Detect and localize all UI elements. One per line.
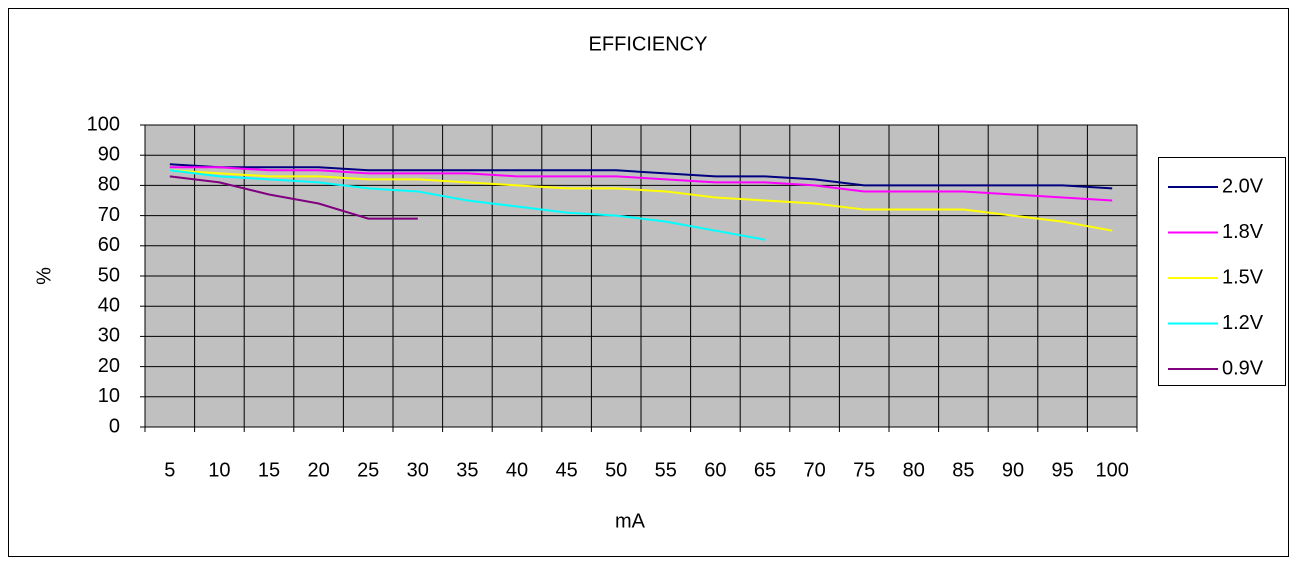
x-tick-label: 25 bbox=[357, 459, 379, 481]
x-tick-label: 15 bbox=[258, 459, 280, 481]
x-tick-label: 50 bbox=[605, 459, 627, 481]
x-tick-label: 75 bbox=[853, 459, 875, 481]
series-line bbox=[169, 175, 418, 220]
x-tick-label: 95 bbox=[1051, 459, 1073, 481]
series-line bbox=[169, 163, 1113, 190]
y-tick-label: 70 bbox=[98, 204, 120, 226]
x-tick-label: 60 bbox=[704, 459, 726, 481]
x-tick-label: 45 bbox=[555, 459, 577, 481]
series-line bbox=[169, 169, 1113, 232]
y-tick-label: 100 bbox=[87, 113, 120, 135]
chart-title: EFFICIENCY bbox=[589, 33, 708, 55]
x-tick-label: 80 bbox=[903, 459, 925, 481]
x-tick-label: 35 bbox=[456, 459, 478, 481]
series-line bbox=[169, 169, 766, 241]
y-tick-label: 50 bbox=[98, 264, 120, 286]
x-tick-label: 40 bbox=[506, 459, 528, 481]
legend-label: 2.0V bbox=[1222, 175, 1264, 197]
x-tick-label: 20 bbox=[307, 459, 329, 481]
y-tick-label: 0 bbox=[109, 415, 120, 437]
x-axis-label: mA bbox=[615, 510, 646, 532]
legend-label: 1.5V bbox=[1222, 266, 1264, 288]
x-tick-label: 65 bbox=[754, 459, 776, 481]
legend-label: 0.9V bbox=[1222, 357, 1264, 379]
series-line bbox=[169, 166, 1113, 202]
y-tick-label: 60 bbox=[98, 234, 120, 256]
x-tick-label: 70 bbox=[803, 459, 825, 481]
y-tick-label: 80 bbox=[98, 174, 120, 196]
x-tick-label: 85 bbox=[952, 459, 974, 481]
legend bbox=[1158, 157, 1286, 386]
legend-label: 1.8V bbox=[1222, 221, 1264, 243]
x-tick-label: 90 bbox=[1002, 459, 1024, 481]
x-tick-label: 30 bbox=[407, 459, 429, 481]
y-axis-label: % bbox=[33, 267, 55, 285]
y-tick-label: 20 bbox=[98, 355, 120, 377]
x-tick-label: 55 bbox=[655, 459, 677, 481]
y-tick-label: 40 bbox=[98, 294, 120, 316]
y-tick-label: 90 bbox=[98, 143, 120, 165]
x-tick-label: 5 bbox=[164, 459, 175, 481]
x-tick-label: 10 bbox=[208, 459, 230, 481]
y-tick-label: 30 bbox=[98, 325, 120, 347]
x-tick-label: 100 bbox=[1096, 459, 1129, 481]
legend-label: 1.2V bbox=[1222, 312, 1264, 334]
y-tick-label: 10 bbox=[98, 385, 120, 407]
